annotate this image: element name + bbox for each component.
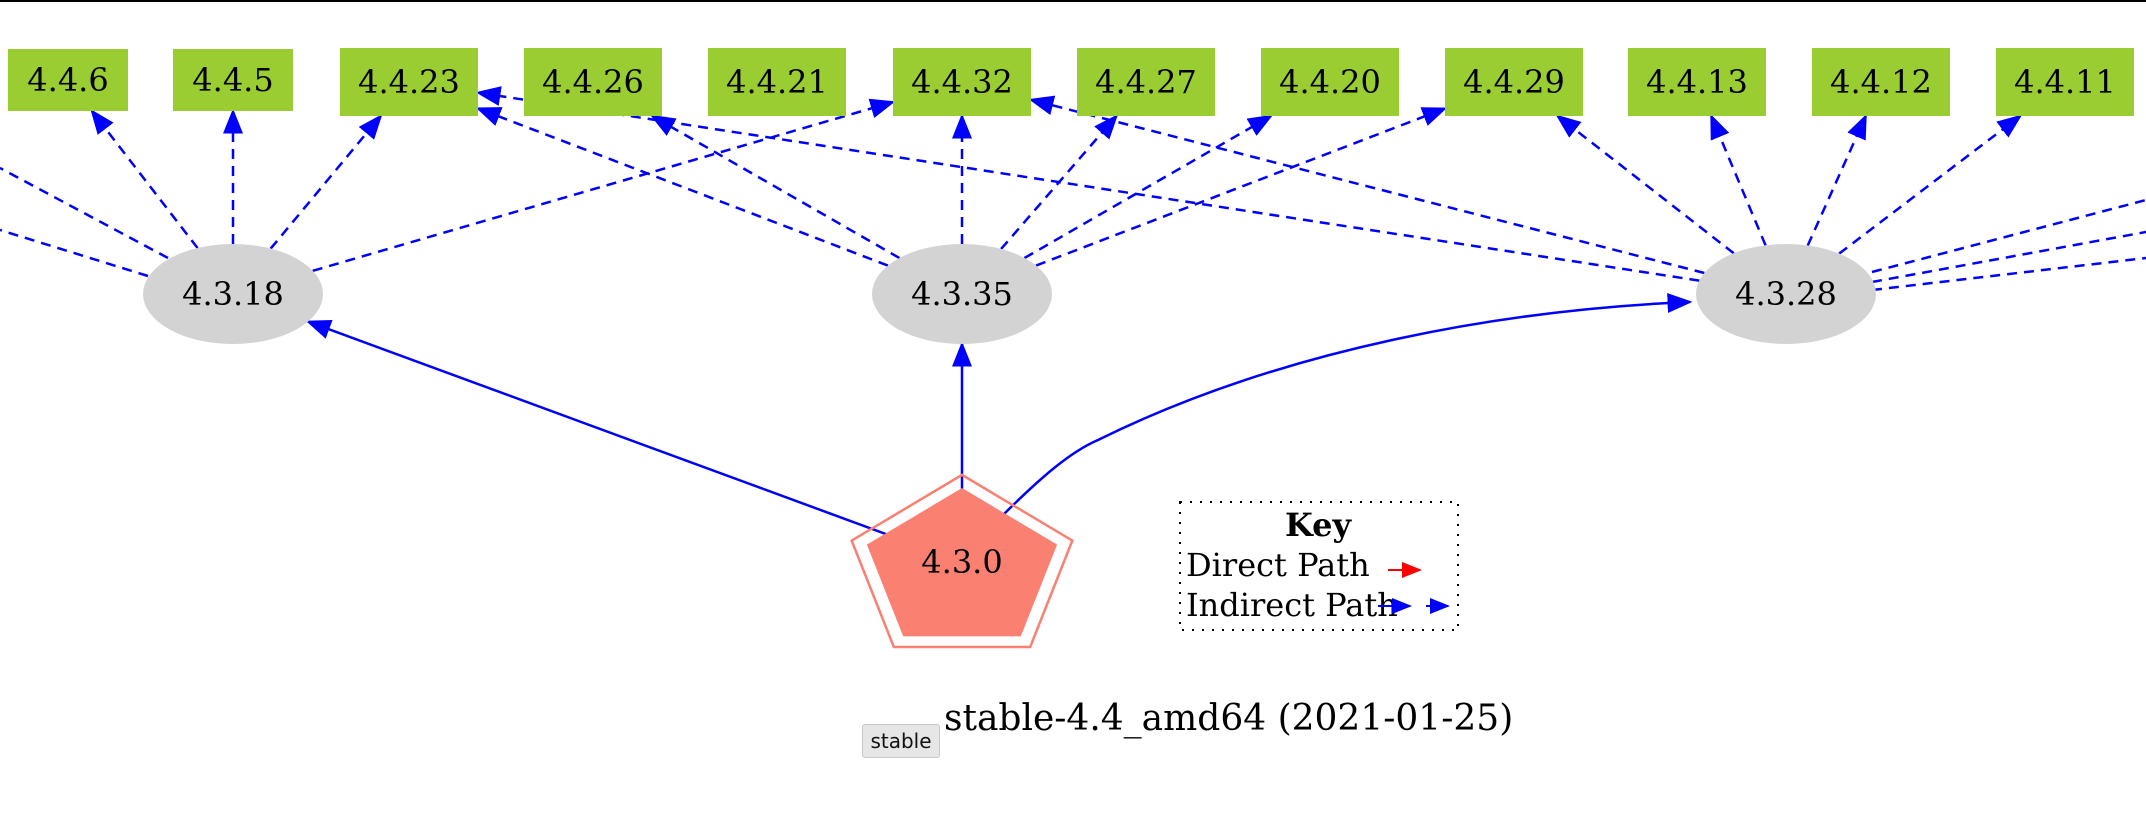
target-node-6[interactable] [893, 48, 1031, 116]
edge-4.3.28-to-4.4.13 [1710, 113, 1767, 246]
target-node-9[interactable] [1445, 48, 1583, 116]
nodes-layer: 4.4.6 4.4.5 4.4.23 4.4.26 4.4.21 4.4.32 4.4.27… [8, 48, 2134, 649]
edge-4.3.0-to-4.3.28 [999, 292, 1693, 519]
origin-node-outline [850, 473, 1074, 649]
graph-caption: stable-4.4_amd64 (2021-01-25) [944, 698, 1514, 739]
intermediate-node-2[interactable] [872, 244, 1052, 344]
edge-4.3.28-to-4.4.11 [1838, 114, 2023, 255]
target-node-label-6: 4.4.32 [911, 63, 1013, 101]
target-node-label-1: 4.4.6 [27, 61, 108, 99]
legend-indirect-label: Indirect Path [1186, 586, 1398, 624]
target-node-12[interactable] [1996, 48, 2134, 116]
intermediate-node-label-1: 4.3.18 [182, 275, 284, 313]
origin-node[interactable] [866, 488, 1058, 637]
intermediate-node-label-2: 4.3.35 [911, 275, 1013, 313]
edge-4.3.28-to-4.4.12 [1806, 113, 1867, 246]
edge-offscreen-stub-4 [1871, 230, 2146, 284]
target-node-label-9: 4.4.29 [1463, 63, 1565, 101]
edge-4.3.28-to-4.4.23 [475, 86, 1700, 282]
edges-layer [0, 86, 2146, 544]
edge-4.3.28-to-4.4.32 [1028, 95, 1705, 275]
edge-4.3.35-to-4.4.23 [475, 107, 889, 267]
intermediate-node-1[interactable] [143, 244, 323, 344]
target-node-label-11: 4.4.12 [1830, 63, 1932, 101]
target-node-7[interactable] [1077, 48, 1215, 116]
target-node-4[interactable] [524, 48, 662, 116]
target-node-5[interactable] [708, 48, 846, 116]
target-node-label-8: 4.4.20 [1279, 63, 1381, 101]
target-node-3[interactable] [340, 48, 478, 116]
target-node-label-4: 4.4.26 [542, 63, 644, 101]
edge-4.3.18-to-4.4.23 [269, 114, 383, 250]
target-node-11[interactable] [1812, 48, 1950, 116]
target-node-1[interactable] [8, 49, 128, 111]
target-node-label-10: 4.4.13 [1646, 63, 1748, 101]
target-node-label-7: 4.4.27 [1095, 63, 1197, 101]
target-node-10[interactable] [1628, 48, 1766, 116]
edge-offscreen-stub-1 [0, 166, 169, 260]
target-node-label-3: 4.4.23 [358, 63, 460, 101]
edge-4.3.28-to-4.4.29 [1555, 114, 1735, 255]
edge-4.3.35-to-4.4.29 [1035, 107, 1448, 267]
channel-badge[interactable]: stable [862, 724, 940, 758]
target-node-label-2: 4.4.5 [192, 61, 273, 99]
legend-border [1179, 501, 1459, 631]
legend-title: Key [1285, 506, 1352, 544]
edge-offscreen-stub-2 [0, 228, 149, 278]
edge-4.3.35-to-4.4.26 [650, 114, 901, 260]
edge-4.3.18-to-4.4.6 [90, 109, 199, 249]
intermediate-node-label-3: 4.3.28 [1735, 275, 1837, 313]
legend: Key Direct Path Indirect Path [1179, 501, 1459, 631]
target-node-2[interactable] [173, 49, 293, 111]
edge-offscreen-stub-5 [1871, 256, 2146, 292]
edge-4.3.0-to-4.3.18 [305, 319, 908, 544]
origin-node-label: 4.3.0 [921, 543, 1002, 581]
edge-offscreen-stub-3 [1871, 198, 2146, 274]
intermediate-node-3[interactable] [1696, 244, 1876, 344]
target-node-label-5: 4.4.21 [726, 63, 828, 101]
legend-direct-label: Direct Path [1186, 546, 1370, 584]
edge-4.3.18-to-4.4.32 [312, 98, 896, 273]
target-node-label-12: 4.4.11 [2014, 63, 2116, 101]
edge-4.3.35-to-4.4.20 [1023, 114, 1274, 260]
target-node-8[interactable] [1261, 48, 1399, 116]
